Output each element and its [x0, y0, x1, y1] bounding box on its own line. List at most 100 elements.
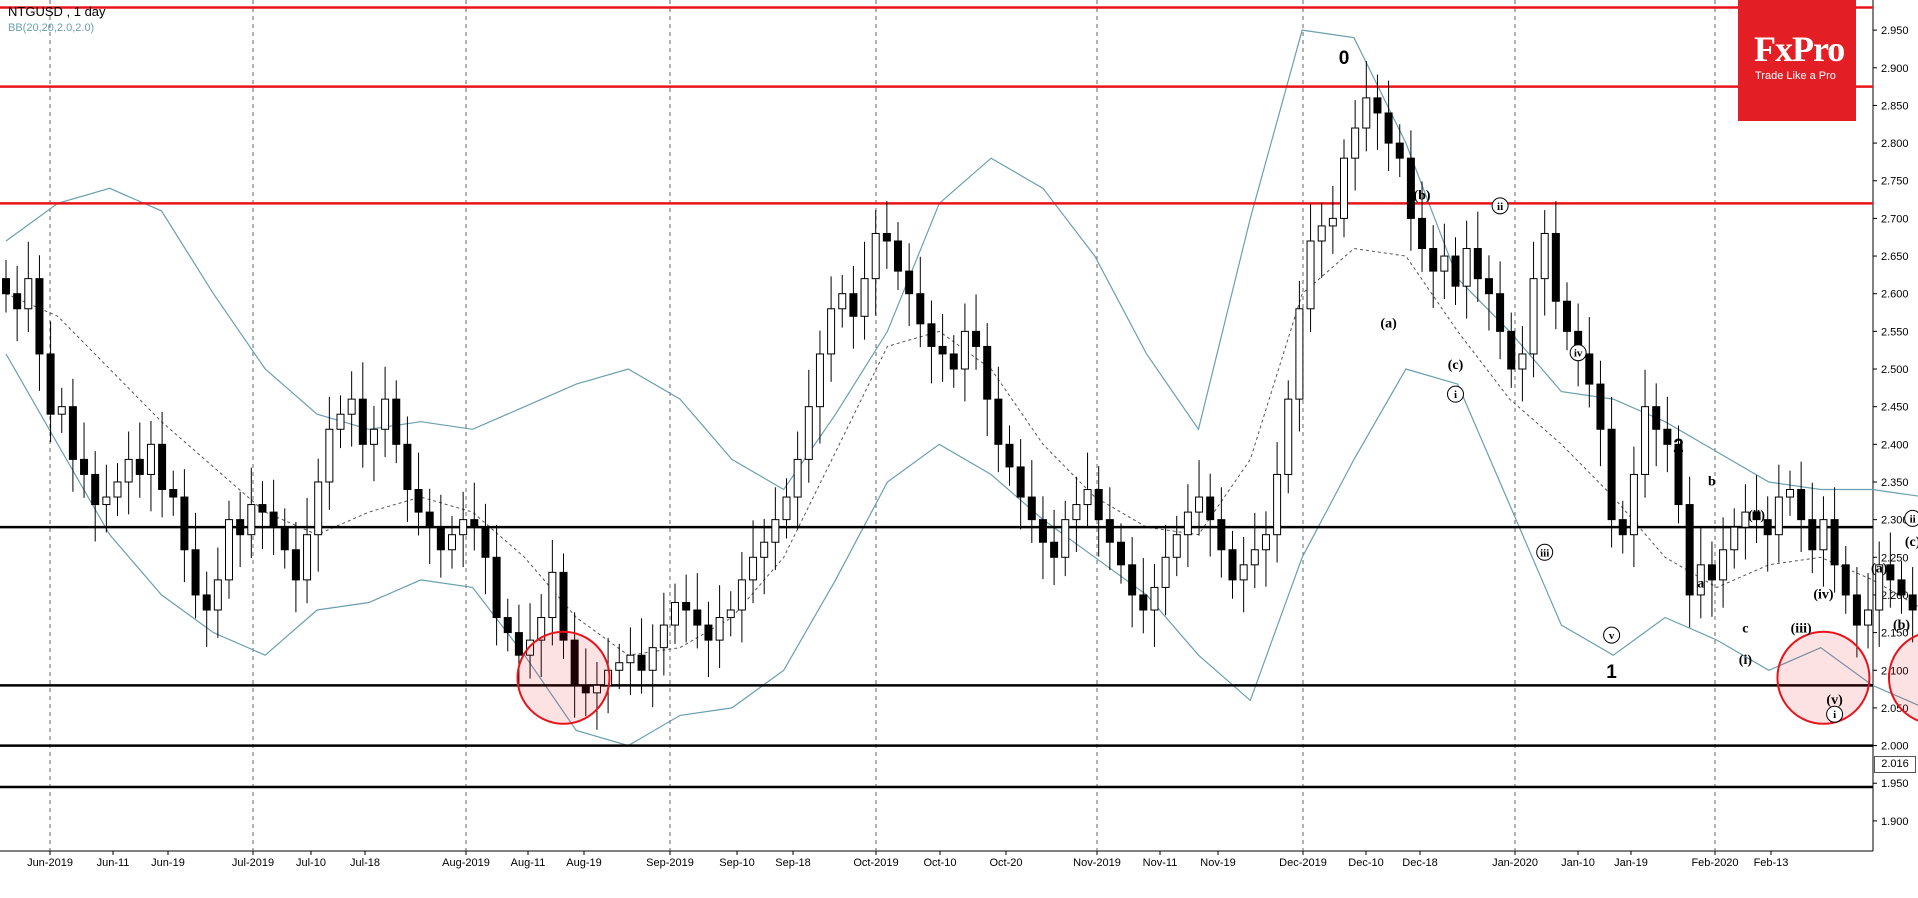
bull-candle — [1875, 564, 1884, 611]
bear-candle — [1652, 406, 1661, 430]
bear-candle — [403, 443, 412, 491]
bear-candle — [1050, 541, 1059, 558]
wave-label: 1 — [1606, 662, 1617, 683]
bull-candle — [213, 579, 222, 611]
bear-candle — [1852, 594, 1861, 626]
y-tick-label: 2.400 — [1881, 439, 1909, 451]
bear-candle — [1674, 443, 1683, 506]
wave-label: iv — [1574, 348, 1583, 360]
bull-candle — [860, 278, 869, 317]
bear-candle — [938, 345, 947, 355]
y-tick-label: 2.950 — [1881, 25, 1909, 37]
bear-candle — [470, 519, 479, 528]
x-tick-label: Nov-11 — [1143, 857, 1178, 869]
y-tick-label: 2.100 — [1881, 665, 1909, 677]
bull-candle — [1351, 127, 1360, 159]
bear-candle — [169, 489, 178, 498]
bear-candle — [1585, 353, 1594, 385]
bear-candle — [13, 293, 22, 310]
bull-candle — [715, 617, 724, 641]
bear-candle — [1752, 511, 1761, 521]
wave-label: (c) — [1905, 535, 1918, 550]
bear-candle — [905, 270, 914, 295]
bear-candle — [1373, 97, 1382, 114]
bull-candle — [737, 579, 746, 611]
bear-candle — [1886, 564, 1895, 581]
wave-label-circle — [1536, 543, 1554, 561]
bear-candle — [1228, 549, 1237, 581]
bear-candle — [414, 489, 423, 513]
x-tick-label: Jun-11 — [97, 857, 130, 869]
bear-candle — [1473, 248, 1482, 280]
bull-candle — [1161, 556, 1170, 588]
x-tick-label: Nov-2019 — [1073, 857, 1121, 869]
bull-candle — [448, 534, 456, 551]
bull-candle — [124, 458, 133, 483]
bull-candle — [548, 571, 557, 619]
bear-candle — [916, 293, 925, 325]
bull-candle — [102, 496, 111, 506]
highlight-circle — [1776, 630, 1871, 725]
bull-candle — [1195, 496, 1204, 513]
bear-candle — [927, 323, 936, 347]
bear-candle — [425, 511, 434, 528]
bull-candle — [1741, 511, 1750, 528]
y-tick-label: 2.850 — [1881, 100, 1909, 112]
x-tick-label: Sep-2019 — [646, 857, 694, 869]
bear-candle — [1451, 255, 1460, 287]
bear-candle — [1797, 489, 1806, 521]
bull-candle — [726, 609, 735, 619]
bear-candle — [1038, 519, 1047, 543]
bull-candle — [1072, 504, 1081, 521]
bear-candle — [1117, 541, 1125, 566]
bear-candle — [1139, 594, 1148, 611]
bull-candle — [1239, 564, 1248, 581]
bollinger-upper — [5, 29, 1918, 497]
fxpro-logo: FxPro Trade Like a Pro — [1738, 0, 1856, 121]
x-tick-label: Jan-19 — [1614, 857, 1648, 869]
bull-candle — [1864, 609, 1873, 626]
bear-candle — [983, 345, 992, 400]
y-tick-label: 2.650 — [1881, 251, 1909, 263]
y-tick-label: 2.550 — [1881, 326, 1909, 338]
bull-candle — [1719, 549, 1728, 581]
bear-candle — [637, 654, 646, 671]
bear-candle — [1496, 293, 1505, 332]
bear-candle — [269, 511, 278, 528]
bull-candle — [369, 428, 378, 445]
bull-candle — [827, 308, 836, 355]
bear-candle — [1027, 496, 1036, 521]
bear-candle — [894, 240, 902, 272]
current-price-label: 2.016 — [1874, 756, 1916, 773]
bear-candle — [202, 594, 211, 611]
bear-candle — [1685, 504, 1694, 596]
y-tick-label: 2.150 — [1881, 628, 1909, 640]
bull-candle — [592, 684, 601, 694]
x-tick-label: Sep-18 — [775, 857, 810, 869]
bear-candle — [1418, 217, 1427, 250]
bull-candle — [960, 330, 969, 370]
bull-candle — [1440, 255, 1449, 272]
x-tick-label: Jun-2019 — [27, 857, 73, 869]
symbol-title: NTGUSD , 1 day — [8, 4, 106, 19]
y-tick-label: 2.500 — [1881, 364, 1909, 376]
bull-candle — [1540, 232, 1549, 280]
bear-candle — [559, 571, 568, 641]
bear-candle — [68, 406, 77, 460]
bear-candle — [2, 278, 10, 295]
bull-candle — [1774, 496, 1783, 536]
bear-candle — [492, 556, 501, 619]
wave-label: (i) — [1739, 653, 1753, 668]
wave-label: (b) — [1413, 189, 1430, 204]
wave-label: c — [1742, 622, 1748, 637]
wave-label: i — [1833, 709, 1836, 721]
bull-candle — [1696, 564, 1705, 596]
wave-label: (v) — [1826, 693, 1843, 708]
bull-candle — [1340, 157, 1348, 219]
bear-candle — [1908, 594, 1917, 611]
bear-candle — [882, 232, 891, 242]
bear-candle — [1830, 519, 1839, 566]
x-tick-label: Aug-2019 — [442, 857, 490, 869]
bear-candle — [91, 473, 100, 506]
